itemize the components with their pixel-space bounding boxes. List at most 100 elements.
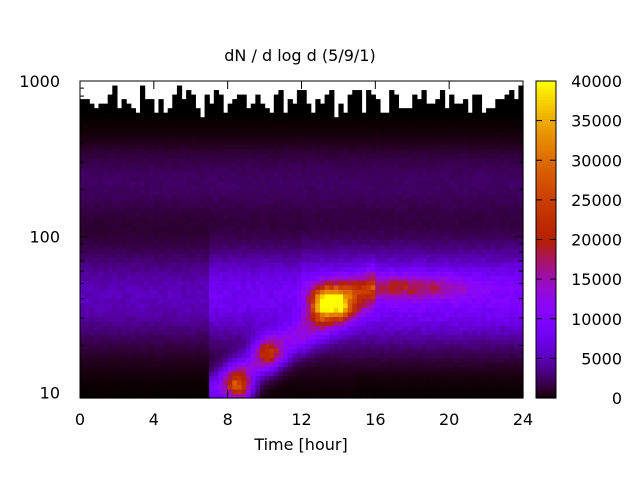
heatmap-cell: [186, 343, 192, 349]
heatmap-cell: [273, 176, 280, 182]
heatmap-cell: [333, 384, 340, 390]
heatmap-cell: [236, 316, 243, 322]
heatmap-cell: [213, 388, 220, 395]
heatmap-cell: [130, 157, 136, 164]
heatmap-cell: [416, 334, 423, 340]
heatmap-cell: [89, 121, 95, 127]
heatmap-cell: [130, 162, 136, 168]
heatmap-cell: [190, 244, 196, 250]
heatmap-cell: [301, 130, 307, 136]
heatmap-cell: [195, 388, 201, 395]
heatmap-cell: [126, 289, 132, 295]
heatmap-cell: [301, 153, 307, 159]
heatmap-cell: [306, 139, 312, 145]
heatmap-cell: [149, 194, 155, 200]
heatmap-cell: [273, 352, 280, 358]
heatmap-cell: [144, 275, 150, 281]
heatmap-cell: [246, 185, 252, 191]
heatmap-cell: [255, 144, 261, 150]
heatmap-cell: [306, 284, 312, 290]
heatmap-cell: [103, 248, 109, 254]
heatmap-cell: [310, 117, 316, 123]
heatmap-cell: [199, 180, 206, 186]
heatmap-cell: [361, 203, 367, 209]
heatmap-cell: [306, 375, 312, 381]
heatmap-cell: [250, 212, 256, 218]
heatmap-cell: [232, 139, 238, 145]
heatmap-cell: [301, 126, 307, 132]
heatmap-cell: [126, 180, 132, 186]
heatmap-cell: [393, 388, 399, 395]
heatmap-cell: [116, 212, 123, 218]
heatmap-cell: [250, 221, 256, 227]
heatmap-cell: [84, 321, 90, 327]
heatmap-cell: [310, 230, 316, 236]
heatmap-cell: [356, 271, 363, 277]
heatmap-cell: [407, 194, 413, 200]
heatmap-cell: [167, 117, 173, 123]
heatmap-cell: [89, 130, 95, 136]
heatmap-cell: [366, 139, 372, 145]
heatmap-cell: [333, 144, 340, 150]
heatmap-cell: [361, 153, 367, 159]
heatmap-cell: [352, 325, 358, 331]
heatmap-cell: [356, 157, 363, 164]
heatmap-cell: [84, 357, 90, 363]
heatmap-cell: [366, 180, 372, 186]
heatmap-cell: [379, 280, 386, 286]
heatmap-cell: [403, 370, 409, 376]
heatmap-cell: [213, 176, 220, 182]
heatmap-cell: [112, 352, 118, 358]
heatmap-cell: [361, 244, 367, 250]
heatmap-cell: [126, 348, 132, 354]
heatmap-cell: [158, 257, 164, 263]
heatmap-cell: [158, 162, 164, 168]
heatmap-cell: [84, 280, 90, 286]
heatmap-cell: [319, 148, 326, 155]
heatmap-cell: [250, 275, 256, 281]
heatmap-cell: [366, 157, 372, 164]
heatmap-cell: [421, 216, 427, 222]
heatmap-cell: [116, 121, 123, 127]
heatmap-cell: [172, 262, 178, 268]
heatmap-cell: [273, 357, 280, 363]
heatmap-cell: [186, 234, 192, 241]
heatmap-cell: [264, 293, 270, 299]
heatmap-cell: [93, 176, 100, 182]
heatmap-cell: [269, 271, 275, 277]
heatmap-cell: [204, 244, 210, 250]
heatmap-cell: [426, 293, 432, 299]
heatmap-cell: [301, 366, 307, 372]
heatmap-cell: [269, 339, 275, 345]
heatmap-cell: [310, 339, 316, 345]
heatmap-cell: [283, 180, 289, 186]
heatmap-cell: [149, 239, 155, 245]
heatmap-cell: [259, 293, 266, 299]
heatmap-cell: [223, 135, 229, 141]
heatmap-cell: [241, 153, 247, 159]
heatmap-cell: [352, 167, 358, 173]
heatmap-cell: [218, 148, 224, 155]
heatmap-cell: [361, 302, 367, 309]
heatmap-cell: [384, 348, 390, 354]
heatmap-cell: [292, 203, 298, 209]
heatmap-cell: [338, 284, 344, 290]
heatmap-cell: [181, 103, 187, 109]
heatmap-cell: [126, 162, 132, 168]
heatmap-cell: [403, 239, 409, 245]
heatmap-cell: [264, 162, 270, 168]
heatmap-cell: [218, 225, 224, 232]
heatmap-cell: [80, 357, 86, 363]
heatmap-cell: [379, 203, 386, 209]
heatmap-cell: [301, 325, 307, 331]
heatmap-cell: [223, 293, 229, 299]
heatmap-cell: [107, 130, 113, 136]
heatmap-cell: [255, 167, 261, 173]
heatmap-cell: [144, 357, 150, 363]
heatmap-cell: [370, 334, 376, 340]
heatmap-cell: [209, 230, 215, 236]
heatmap-cell: [103, 280, 109, 286]
heatmap-cell: [250, 194, 256, 200]
heatmap-cell: [176, 176, 183, 182]
heatmap-cell: [273, 361, 280, 367]
